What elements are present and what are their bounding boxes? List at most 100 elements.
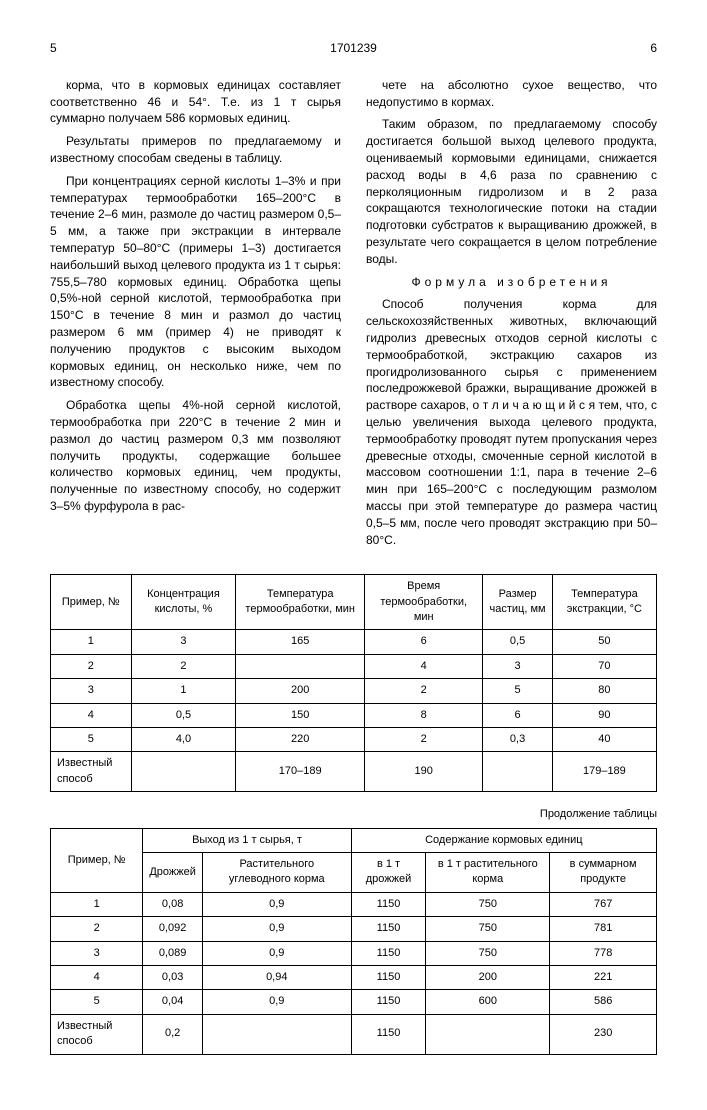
left-para-4: Обработка щепы 4%-ной серной кислотой, т… [50,397,341,515]
t2-h2: Дрожжей [143,853,203,893]
table-row: 50,040,91150600586 [51,990,657,1014]
text-columns: корма, что в кормовых единицах составляе… [50,77,657,555]
table-cell: 0,9 [202,941,351,965]
table-cell: 190 [365,752,483,792]
table-cell: 586 [550,990,657,1014]
table-cell: 3 [51,679,132,703]
table-row: Известный способ0,2 1150 230 [51,1014,657,1054]
formula-title: Формула изобретения [366,274,657,291]
table-cell: 750 [426,941,550,965]
table-cell: 3 [51,941,143,965]
table-cell: 0,092 [143,917,203,941]
table-cell [202,1014,351,1054]
table-cell: 6 [365,630,483,654]
t2-h5: в 1 т растительного корма [426,853,550,893]
table-cell: 767 [550,892,657,916]
table-cell: 0,5 [131,703,236,727]
t1-h2: Концентрация кислоты, % [131,575,236,630]
table-cell: Известный способ [51,752,132,792]
t2-h6: в суммарном продукте [550,853,657,893]
table-cell: 6 [483,703,552,727]
table-cell: 1150 [351,917,426,941]
table-row: 54,022020,340 [51,728,657,752]
table-cell: 1150 [351,941,426,965]
right-para-1: чете на абсолютно сухое вещество, что не… [366,77,657,111]
t1-h5: Размер частиц, мм [483,575,552,630]
table-cell: 0,9 [202,892,351,916]
table-cell: 600 [426,990,550,1014]
table-cell: 0,2 [143,1014,203,1054]
table-row: 30,0890,91150750778 [51,941,657,965]
t1-h3: Температура термообработки, мин [236,575,365,630]
table-cell: 750 [426,892,550,916]
table-cell: 200 [426,965,550,989]
table-row: 20,0920,91150750781 [51,917,657,941]
right-column: чете на абсолютно сухое вещество, что не… [366,77,657,555]
table-row: 224370 [51,654,657,678]
table-cell: 750 [426,917,550,941]
table-cell: 1150 [351,1014,426,1054]
table-cell: 165 [236,630,365,654]
table-cell: 170–189 [236,752,365,792]
table-cell: 0,03 [143,965,203,989]
t1-body: 1316560,55022437031200258040,5150869054,… [51,630,657,792]
table-cell: 4 [51,703,132,727]
table-cell: 5 [51,990,143,1014]
t1-h1: Пример, № [51,575,132,630]
t2-h1: Пример, № [51,828,143,892]
table-cell: 1 [131,679,236,703]
table-cell [131,752,236,792]
t2-body: 10,080,9115075076720,0920,9115075078130,… [51,892,657,1054]
table-cell: 1 [51,892,143,916]
table-cell: 5 [51,728,132,752]
table-1: Пример, № Концентрация кислоты, % Темпер… [50,574,657,792]
table-cell [426,1014,550,1054]
page-right: 6 [650,40,657,57]
table-cell: 0,3 [483,728,552,752]
table-cell: 80 [552,679,656,703]
t2-group2: Содержание кормовых единиц [351,828,656,852]
left-para-1: корма, что в кормовых единицах составляе… [50,77,341,127]
table-cell: 40 [552,728,656,752]
table-row: 10,080,91150750767 [51,892,657,916]
t1-h4: Время термообработки, мин [365,575,483,630]
table-cell: 0,089 [143,941,203,965]
table-cell: Известный способ [51,1014,143,1054]
table-cell: 230 [550,1014,657,1054]
table-cell: 4,0 [131,728,236,752]
table-row: 312002580 [51,679,657,703]
table-cell: 1 [51,630,132,654]
table2-caption: Продолжение таблицы [50,807,657,822]
table-cell: 1150 [351,965,426,989]
table-row: 1316560,550 [51,630,657,654]
right-para-2: Таким образом, по предлагаемому способу … [366,116,657,267]
table-cell: 781 [550,917,657,941]
table-cell [236,654,365,678]
table-row: 40,51508690 [51,703,657,727]
page-left: 5 [50,40,57,57]
table-cell: 4 [365,654,483,678]
page-header: 5 1701239 6 [50,40,657,57]
table-2: Пример, № Выход из 1 т сырья, т Содержан… [50,828,657,1055]
table-cell: 221 [550,965,657,989]
left-para-2: Результаты примеров по предлагаемому и и… [50,133,341,167]
left-para-3: При концентрациях серной кислоты 1–3% и … [50,173,341,391]
table-cell: 2 [131,654,236,678]
t2-h4: в 1 т дрожжей [351,853,426,893]
doc-number: 1701239 [330,40,377,57]
table-cell: 0,04 [143,990,203,1014]
table-cell: 0,9 [202,990,351,1014]
right-para-3: Способ получения корма для сельскохозяйс… [366,296,657,548]
left-column: корма, что в кормовых единицах составляе… [50,77,341,555]
table-cell: 1150 [351,892,426,916]
table-cell: 220 [236,728,365,752]
table-cell: 3 [483,654,552,678]
table-cell: 2 [365,728,483,752]
table-cell: 2 [51,654,132,678]
t1-h6: Температура экстракции, °C [552,575,656,630]
table-cell: 0,08 [143,892,203,916]
table-cell: 90 [552,703,656,727]
table-cell: 1150 [351,990,426,1014]
table-cell: 5 [483,679,552,703]
table-cell: 2 [51,917,143,941]
